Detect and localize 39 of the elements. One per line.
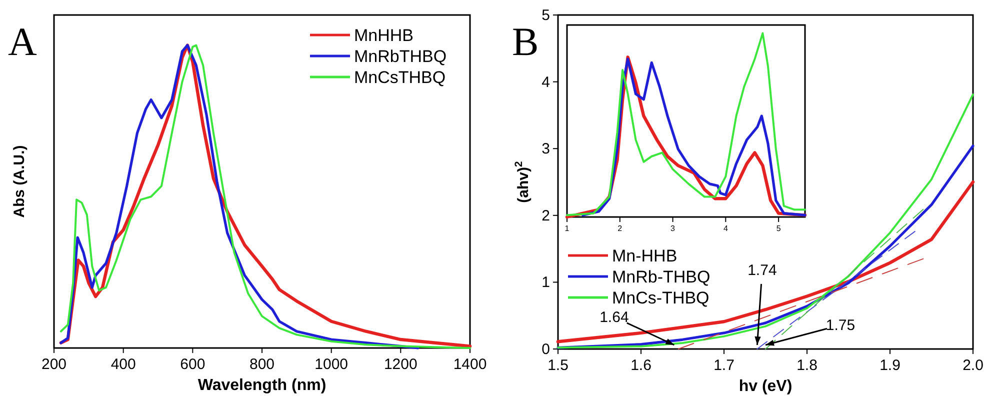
x-tick-label: 1200 xyxy=(384,356,418,373)
x-tick-label: 1 xyxy=(564,224,570,233)
legend-label: Mn-HHB xyxy=(612,246,678,266)
line-series xyxy=(556,180,975,344)
x-tick-label: 400 xyxy=(110,356,136,373)
x-tick-label: 1.7 xyxy=(714,357,734,374)
legend-label: MnRb-THBQ xyxy=(612,267,710,286)
annotation: 1.74 xyxy=(748,262,777,279)
y-tick-label: 0 xyxy=(542,341,550,358)
x-tick-label: 5 xyxy=(776,224,782,233)
annotation: 1.64 xyxy=(600,309,629,326)
x-tick-label: 2 xyxy=(618,224,623,233)
legend-label: MnCsTHBQ xyxy=(354,68,446,87)
legend-label: MnRbTHBQ xyxy=(354,47,447,66)
y-axis-title: Abs (A.U.) xyxy=(11,145,28,218)
x-tick-label: 2.0 xyxy=(962,357,984,374)
line-series xyxy=(557,93,974,349)
legend-label: MnCs-THBQ xyxy=(612,288,710,308)
y-tick-label: 5 xyxy=(542,7,550,24)
chart-title: A xyxy=(8,19,37,64)
x-tick-label: 1.9 xyxy=(880,357,900,374)
x-tick-label: 200 xyxy=(41,356,67,373)
x-tick-label: 4 xyxy=(723,224,728,233)
y-tick-label: 1 xyxy=(542,274,550,292)
x-tick-label: 800 xyxy=(249,356,275,373)
x-axis-title: hv (eV) xyxy=(738,378,792,395)
x-tick-label: 1.5 xyxy=(548,357,568,374)
y-tick-label: 4 xyxy=(542,74,550,91)
x-tick-label: 1.6 xyxy=(630,357,652,374)
x-tick-label: 1.8 xyxy=(796,357,818,374)
x-tick-label: 3 xyxy=(670,224,676,233)
legend-label: MnHHB xyxy=(354,26,414,45)
x-axis-title: Wavelength (nm) xyxy=(198,377,326,394)
x-tick-label: 1000 xyxy=(314,356,348,373)
chart-title: B xyxy=(512,19,539,64)
y-tick-label: 3 xyxy=(542,140,550,158)
annotation: 1.75 xyxy=(826,317,856,334)
x-tick-label: 1400 xyxy=(453,356,487,373)
x-tick-label: 600 xyxy=(180,356,206,373)
